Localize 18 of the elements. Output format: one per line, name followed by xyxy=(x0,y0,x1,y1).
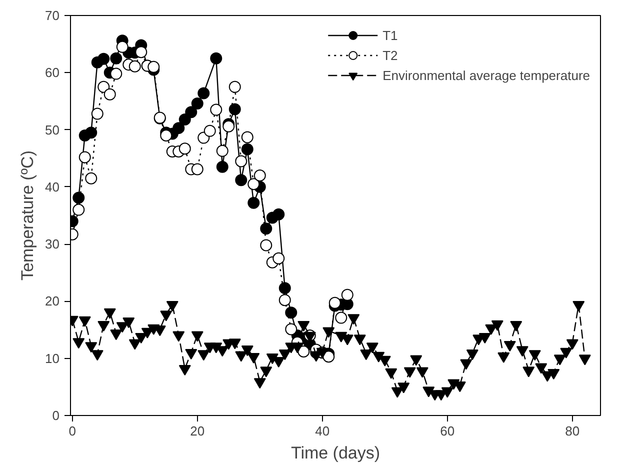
x-tick-label: 60 xyxy=(440,424,455,438)
legend-label: Environmental average temperature xyxy=(382,68,590,82)
y-tick-label: 30 xyxy=(45,236,60,252)
y-tick-label: 50 xyxy=(45,122,60,138)
y-tick-label: 0 xyxy=(52,408,60,423)
x-tick-label: 20 xyxy=(190,424,205,438)
y-tick-label: 60 xyxy=(45,65,60,80)
y-tick-label: 40 xyxy=(45,179,60,194)
x-tick-label: 40 xyxy=(315,424,330,438)
y-tick-label: 70 xyxy=(45,8,60,23)
x-axis-title: Time (days) xyxy=(290,444,380,462)
legend-label: T1 xyxy=(382,28,399,42)
y-tick-label: 20 xyxy=(45,294,60,309)
y-axis-title: Temperature (ºC) xyxy=(18,150,38,280)
legend-label: T2 xyxy=(382,48,399,62)
x-tick-label: 0 xyxy=(68,424,76,438)
y-tick-label: 10 xyxy=(45,350,60,366)
x-tick-label: 80 xyxy=(565,424,580,438)
